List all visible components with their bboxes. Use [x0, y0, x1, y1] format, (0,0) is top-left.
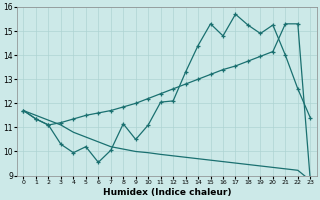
X-axis label: Humidex (Indice chaleur): Humidex (Indice chaleur): [103, 188, 231, 197]
